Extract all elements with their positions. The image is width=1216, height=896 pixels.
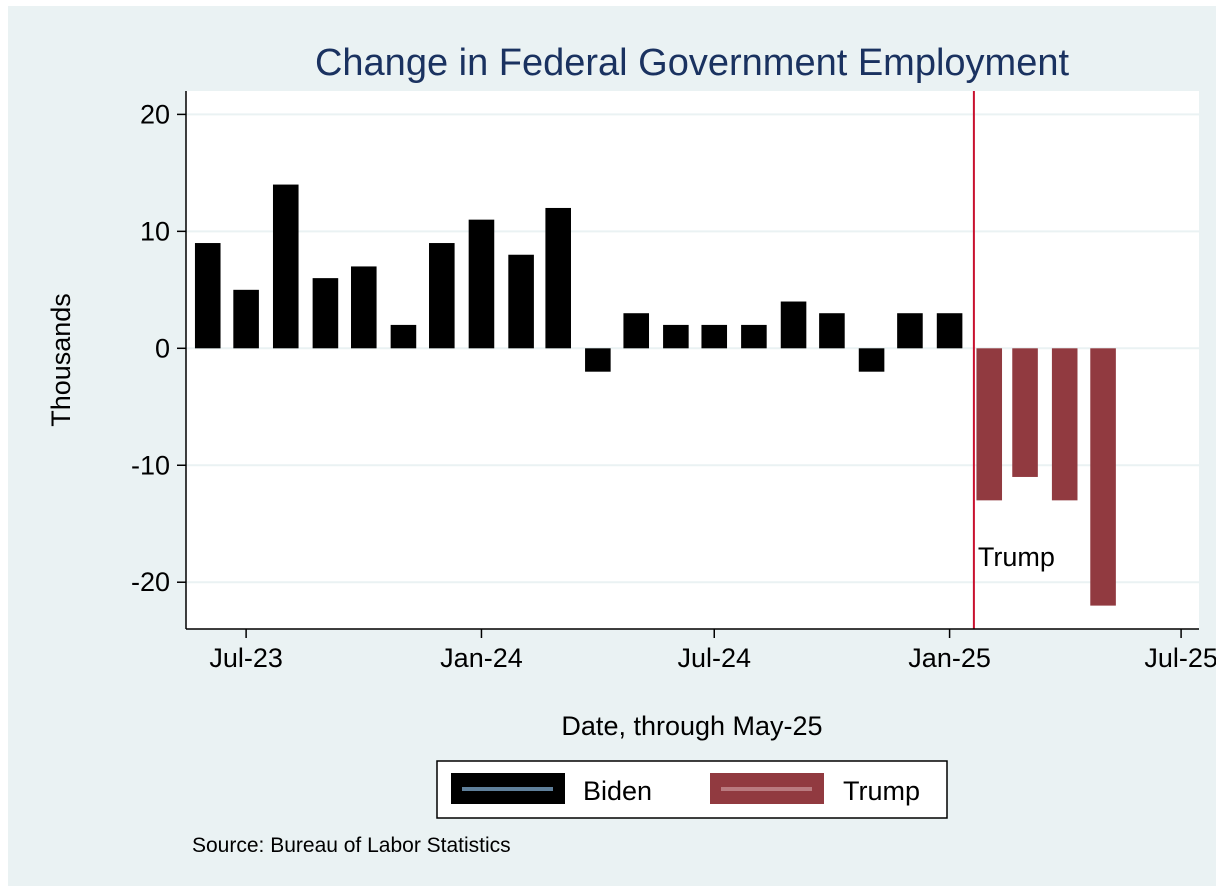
legend: Biden Trump	[436, 760, 948, 819]
bar-biden-2024-04-01	[585, 348, 611, 372]
bar-biden-2024-08-01	[741, 324, 767, 349]
bar-trump-2025-04-01	[1051, 348, 1078, 501]
chart-title: Change in Federal Government Employment	[315, 42, 1069, 84]
reference-line-label: Trump	[978, 542, 1055, 572]
bar-biden-2024-10-01	[819, 313, 845, 349]
bar-trump-2025-02-01	[976, 348, 1003, 501]
y-axis-ticks: 20 10 0 -10 -20	[131, 99, 186, 597]
source-note: Source: Bureau of Labor Statistics	[192, 834, 511, 857]
bar-biden-2024-01-01	[468, 219, 495, 349]
x-axis-label: Date, through May-25	[561, 711, 822, 741]
x-tick-label: Jan-24	[440, 643, 523, 673]
legend-label-trump: Trump	[843, 776, 920, 806]
bar-biden-2024-03-01	[545, 207, 571, 349]
y-tick-label: -10	[131, 450, 170, 480]
bar-biden-2024-12-01	[897, 313, 923, 349]
bar-biden-2023-08-01	[272, 184, 299, 349]
bar-biden-2025-01-01	[936, 313, 963, 349]
bar-biden-2024-11-01	[858, 348, 885, 372]
bar-biden-2023-10-01	[350, 266, 377, 349]
bar-trump-2025-03-01	[1012, 348, 1038, 477]
x-axis-ticks: Jul-23 Jan-24 Jul-24 Jan-25 Jul-25	[209, 629, 1216, 673]
bar-biden-2024-05-01	[623, 313, 650, 349]
y-tick-label: 0	[155, 333, 170, 363]
y-tick-label: 10	[140, 216, 170, 246]
bar-biden-2024-09-01	[780, 301, 807, 349]
bar-biden-2023-09-01	[312, 278, 339, 349]
y-tick-label: 20	[140, 99, 170, 129]
bar-biden-2024-02-01	[508, 254, 534, 349]
reference-line: Trump	[972, 91, 1055, 629]
bar-trump-2025-05-01	[1090, 348, 1116, 606]
y-axis-label: Thousands	[46, 293, 76, 427]
x-tick-label: Jan-25	[908, 643, 991, 673]
x-tick-label: Jul-24	[677, 643, 751, 673]
x-tick-label: Jul-25	[1144, 643, 1216, 673]
bar-biden-2023-12-01	[429, 243, 455, 349]
bar-biden-2023-06-01	[194, 243, 221, 349]
x-tick-label: Jul-23	[209, 643, 283, 673]
bar-biden-2023-07-01	[233, 289, 259, 349]
bar-biden-2024-07-01	[701, 324, 728, 349]
bar-biden-2023-11-01	[390, 324, 417, 349]
bar-biden-2024-06-01	[663, 324, 689, 349]
legend-label-biden: Biden	[583, 776, 652, 806]
bars	[194, 184, 1116, 606]
y-tick-label: -20	[131, 567, 170, 597]
